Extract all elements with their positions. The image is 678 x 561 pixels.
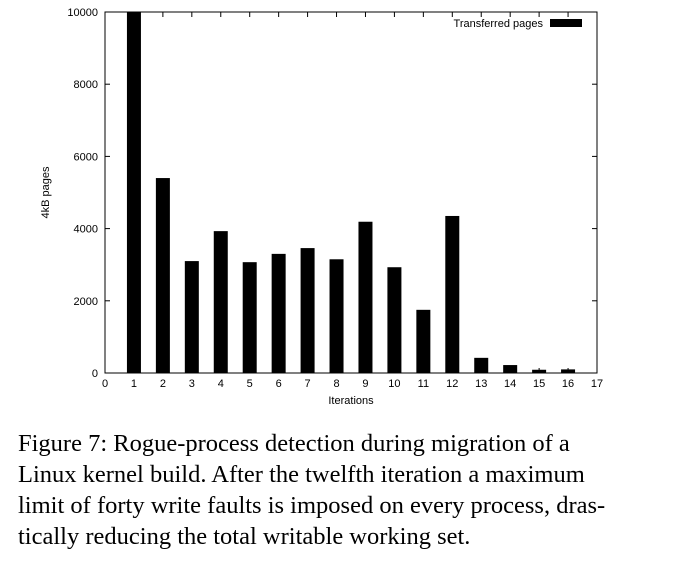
bar-12 (445, 215, 460, 373)
bar-3 (184, 261, 199, 373)
figure-caption: Figure 7: Rogue-process detection during… (18, 428, 638, 552)
x-tick-label: 2 (160, 378, 166, 390)
caption-line: tically reducing the total writable work… (18, 523, 471, 550)
bar-2 (155, 178, 170, 373)
caption-line: Figure 7: Rogue-process detection during… (18, 430, 570, 457)
legend-label: Transferred pages (454, 18, 544, 30)
y-tick-label: 6000 (74, 151, 98, 163)
legend-swatch (550, 19, 582, 27)
x-tick-label: 11 (418, 378, 429, 390)
x-tick-label: 14 (504, 378, 516, 390)
x-tick-label: 0 (102, 378, 108, 390)
x-tick-label: 4 (218, 378, 224, 390)
bar-8 (329, 259, 344, 373)
x-tick-label: 8 (333, 378, 339, 390)
bar-10 (387, 267, 402, 373)
x-tick-label: 13 (475, 378, 487, 390)
x-tick-label: 16 (562, 378, 574, 390)
x-tick-label: 15 (533, 378, 545, 390)
x-tick-label: 7 (305, 378, 311, 390)
x-tick-label: 1 (131, 378, 137, 390)
bar-9 (358, 221, 373, 373)
y-tick-label: 0 (92, 368, 98, 380)
x-tick-label: 5 (247, 378, 253, 390)
caption-line: limit of forty write faults is imposed o… (18, 492, 606, 519)
bar-chart: 0 1 2 3 4 5 6 7 8 9 10 11 12 13 14 15 16 1702000400060008… (40, 7, 603, 407)
caption-line: Linux kernel build. After the twelfth it… (18, 461, 585, 488)
y-tick-label: 4000 (74, 224, 98, 236)
ticks-group: 0 1 2 3 4 5 6 7 8 9 10 11 12 13 14 15 16 1702000400060008… (67, 7, 603, 390)
bar-13 (474, 357, 489, 373)
bar-4 (213, 231, 228, 373)
bars-group (126, 12, 576, 373)
x-tick-label: 6 (276, 378, 282, 390)
bar-11 (416, 309, 431, 373)
bar-1 (126, 12, 141, 373)
y-tick-label: 10000 (67, 7, 98, 19)
x-axis-label: Iterations (328, 395, 374, 407)
x-tick-label: 3 (189, 378, 195, 390)
y-axis-label: 4kB pages (40, 166, 52, 218)
x-tick-label: 17 (591, 378, 603, 390)
plot-frame (104, 11, 598, 374)
x-tick-label: 12 (446, 378, 458, 390)
y-tick-label: 8000 (74, 79, 98, 91)
y-tick-label: 2000 (74, 296, 98, 308)
bar-7 (300, 248, 315, 373)
legend: Transferred pages (454, 18, 582, 30)
x-tick-label: 10 (388, 378, 400, 390)
x-tick-label: 9 (362, 378, 368, 390)
bar-6 (271, 253, 286, 373)
bar-5 (242, 262, 257, 373)
